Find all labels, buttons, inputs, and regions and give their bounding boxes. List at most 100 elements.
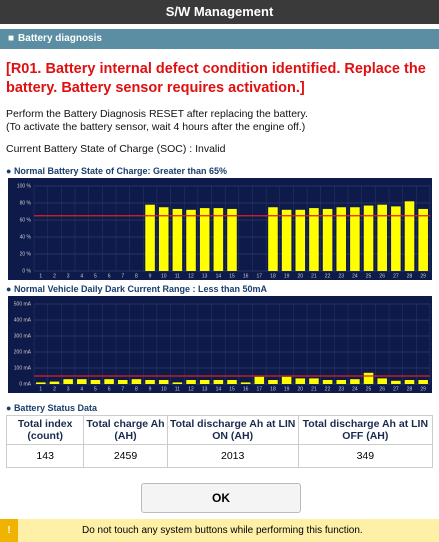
warning-text: Do not touch any system buttons while pe… bbox=[82, 525, 363, 536]
x-tick-label: 23 bbox=[338, 273, 344, 279]
bar bbox=[268, 207, 278, 271]
x-tick-label: 6 bbox=[108, 273, 111, 279]
x-tick-label: 17 bbox=[257, 386, 263, 392]
x-tick-label: 15 bbox=[229, 386, 235, 392]
bar bbox=[391, 206, 401, 271]
bar bbox=[404, 380, 415, 384]
bar bbox=[350, 207, 360, 271]
bar bbox=[254, 376, 265, 384]
th: Total discharge Ah at LIN ON (AH) bbox=[166, 415, 299, 445]
x-tick-label: 28 bbox=[407, 386, 413, 392]
bar bbox=[227, 208, 237, 271]
x-tick-label: 3 bbox=[67, 273, 70, 279]
x-tick-label: 8 bbox=[135, 386, 138, 392]
x-tick-label: 25 bbox=[366, 386, 372, 392]
bar bbox=[309, 378, 319, 384]
x-tick-label: 3 bbox=[67, 386, 70, 392]
x-tick-label: 9 bbox=[149, 386, 152, 392]
y-tick-label: 100 % bbox=[17, 183, 32, 189]
cell: 2459 bbox=[83, 444, 168, 468]
x-tick-label: 14 bbox=[216, 386, 222, 392]
bar bbox=[309, 208, 319, 271]
bar bbox=[418, 208, 428, 271]
bar bbox=[404, 201, 415, 271]
x-tick-label: 4 bbox=[80, 386, 83, 392]
x-tick-label: 18 bbox=[270, 386, 276, 392]
app-title: S/W Management bbox=[0, 0, 439, 24]
x-tick-label: 5 bbox=[94, 273, 97, 279]
bar bbox=[49, 381, 60, 384]
x-tick-label: 29 bbox=[420, 386, 426, 392]
x-tick-label: 1 bbox=[39, 386, 42, 392]
bar bbox=[145, 204, 155, 271]
y-tick-label: 0 % bbox=[22, 268, 31, 274]
x-tick-label: 14 bbox=[216, 273, 222, 279]
x-tick-label: 19 bbox=[284, 273, 290, 279]
bar bbox=[90, 380, 101, 384]
note: Perform the Battery Diagnosis RESET afte… bbox=[6, 108, 308, 120]
y-tick-label: 0 mA bbox=[19, 381, 31, 387]
th: Total index (count) bbox=[5, 415, 85, 445]
y-tick-label: 300 mA bbox=[14, 333, 32, 339]
th: Total charge Ah (AH) bbox=[83, 415, 168, 445]
bar bbox=[213, 380, 224, 384]
x-tick-label: 1 bbox=[39, 273, 42, 279]
y-tick-label: 500 mA bbox=[14, 301, 32, 307]
bar bbox=[227, 380, 237, 384]
bar bbox=[240, 382, 251, 384]
x-tick-label: 10 bbox=[161, 273, 167, 279]
y-tick-label: 80 % bbox=[20, 200, 32, 206]
alert: [R01. Battery internal defect condition … bbox=[6, 61, 426, 96]
bar bbox=[77, 379, 87, 384]
x-tick-label: 12 bbox=[188, 386, 194, 392]
warning-icon: ! bbox=[0, 519, 18, 542]
warning-bar: ! Do not touch any system buttons while p… bbox=[0, 519, 439, 542]
bar bbox=[336, 207, 347, 271]
bar bbox=[158, 380, 169, 384]
x-tick-label: 21 bbox=[311, 386, 317, 392]
bar bbox=[63, 379, 73, 384]
x-tick-label: 2 bbox=[53, 273, 56, 279]
ok-button[interactable]: OK bbox=[141, 483, 301, 513]
x-tick-label: 2 bbox=[53, 386, 56, 392]
cell: 143 bbox=[5, 444, 85, 468]
bar bbox=[377, 378, 387, 384]
soc: Current Battery State of Charge (SOC) : … bbox=[6, 143, 226, 155]
bar bbox=[199, 208, 210, 271]
x-tick-label: 6 bbox=[108, 386, 111, 392]
x-tick-label: 23 bbox=[338, 386, 344, 392]
bar bbox=[322, 380, 333, 384]
y-tick-label: 20 % bbox=[20, 251, 32, 257]
bar bbox=[391, 380, 401, 384]
y-tick-label: 100 mA bbox=[14, 365, 32, 371]
x-tick-label: 13 bbox=[202, 386, 208, 392]
x-tick-label: 5 bbox=[94, 386, 97, 392]
bar bbox=[281, 209, 292, 271]
x-tick-label: 22 bbox=[325, 273, 331, 279]
x-tick-label: 9 bbox=[149, 273, 152, 279]
th: Total discharge Ah at LIN OFF (AH) bbox=[297, 415, 434, 445]
bar bbox=[363, 205, 374, 271]
cell: 2013 bbox=[166, 444, 299, 468]
y-tick-label: 60 % bbox=[20, 217, 32, 223]
status-title: Battery Status Data bbox=[13, 403, 97, 413]
x-tick-label: 17 bbox=[257, 273, 263, 279]
y-tick-label: 200 mA bbox=[14, 349, 32, 355]
bar bbox=[336, 380, 347, 384]
bar bbox=[363, 372, 374, 384]
section-bar: ■ Battery diagnosis bbox=[0, 29, 439, 49]
bar bbox=[172, 208, 183, 271]
x-tick-label: 20 bbox=[297, 386, 303, 392]
section-title: Battery diagnosis bbox=[18, 33, 102, 44]
x-tick-label: 7 bbox=[121, 273, 124, 279]
x-tick-label: 8 bbox=[135, 273, 138, 279]
y-tick-label: 400 mA bbox=[14, 317, 32, 323]
bar bbox=[350, 379, 360, 384]
x-tick-label: 15 bbox=[229, 273, 235, 279]
plot-background bbox=[8, 296, 432, 393]
x-tick-label: 28 bbox=[407, 273, 413, 279]
bar bbox=[268, 380, 278, 384]
bar bbox=[199, 380, 210, 384]
x-tick-label: 12 bbox=[188, 273, 194, 279]
